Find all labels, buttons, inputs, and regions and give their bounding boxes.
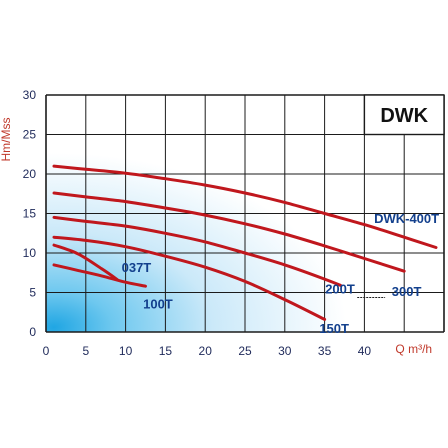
x-tick-label: 0	[43, 344, 50, 358]
y-tick-label: 10	[23, 246, 37, 260]
curve-037t	[52, 243, 120, 282]
x-tick-label: 25	[238, 344, 252, 358]
x-tick-label: 20	[199, 344, 213, 358]
curve-100t	[52, 263, 147, 288]
x-axis-title: Q m³/h	[395, 342, 432, 356]
y-tick-label: 5	[29, 286, 36, 300]
chart-title: DWK	[380, 105, 428, 127]
curve-200t	[52, 215, 342, 287]
y-tick-label: 30	[23, 88, 37, 102]
model-title-box: DWK	[363, 94, 445, 136]
y-tick-label: 0	[29, 325, 36, 339]
x-tick-label: 10	[119, 344, 133, 358]
series-labels: 037T 100T 150T 200T 300T DWK-400T	[122, 211, 440, 336]
x-tick-label: 30	[278, 344, 292, 358]
curve-dwk-400t	[52, 164, 438, 249]
series-label-300t: 300T	[392, 284, 422, 299]
x-tick-label: 5	[82, 344, 89, 358]
series-label-037t: 037T	[122, 260, 152, 275]
x-tick-label: 15	[159, 344, 173, 358]
x-tick-label: 40	[358, 344, 372, 358]
y-tick-label: 20	[23, 167, 37, 181]
pump-curves	[52, 164, 438, 321]
series-label-100t: 100T	[143, 297, 173, 312]
y-tick-label: 15	[23, 207, 37, 221]
x-tick-label: 35	[318, 344, 332, 358]
series-label-200t: 200T	[325, 282, 355, 297]
curve-300t	[52, 191, 406, 273]
series-label-dwk-400t: DWK-400T	[374, 211, 439, 226]
axis-ticks: 0 5 10 15 20 25 30 35 40 0 5 10 15 20 25 30	[23, 88, 372, 358]
series-label-150t: 150T	[319, 321, 349, 336]
y-tick-label: 25	[23, 128, 37, 142]
curve-150t	[52, 235, 327, 321]
y-axis-title: Hm/Mss	[0, 118, 13, 162]
